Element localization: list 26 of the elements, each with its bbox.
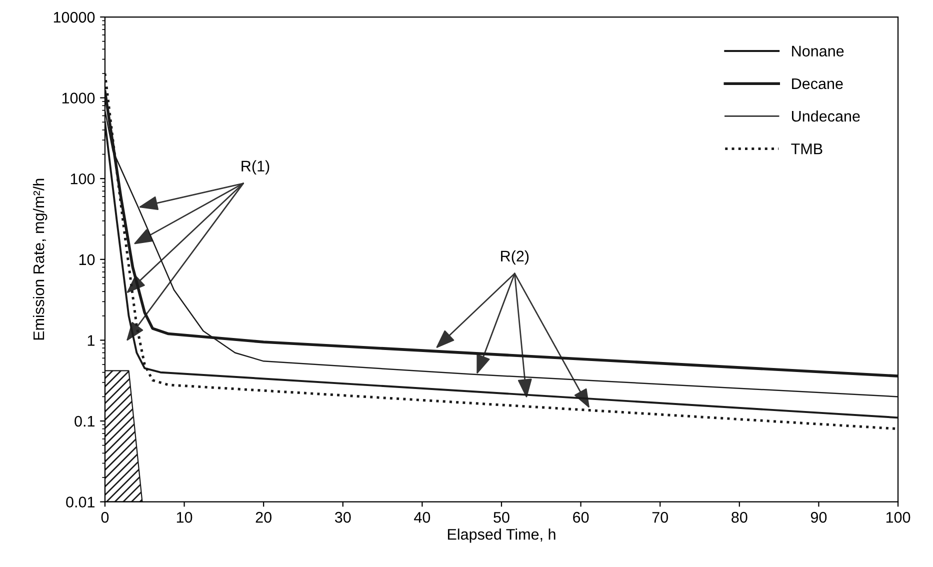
x-tick-label: 100 — [886, 512, 910, 523]
x-tick-label: 20 — [256, 512, 272, 523]
x-tick-label: 90 — [810, 512, 827, 523]
x-axis-title: Elapsed Time, h — [448, 528, 556, 543]
y-axis-title: Emission Rate, mg/m²/h — [32, 178, 48, 340]
x-tick-label: 30 — [334, 512, 351, 523]
y-tick-label: 10 — [79, 254, 95, 266]
y-tick-label: 1000 — [62, 92, 95, 104]
legend-label: Nonane — [792, 46, 844, 57]
legend-label: Undecane — [792, 110, 860, 122]
x-tick-label: 80 — [732, 512, 748, 523]
y-tick-label: 10000 — [54, 12, 95, 23]
y-tick-label: 100 — [70, 173, 95, 184]
x-tick-label: 60 — [573, 512, 589, 523]
x-tick-label: 10 — [176, 512, 192, 523]
x-tick-label: 50 — [494, 512, 510, 523]
legend-label: Decane — [792, 78, 843, 90]
legend-label: TMB — [791, 144, 822, 154]
annotation: R(1) — [242, 160, 270, 175]
y-tick-label: 0.1 — [74, 416, 94, 427]
x-tick-label: 0 — [101, 512, 109, 523]
y-tick-label: 1 — [88, 335, 94, 346]
y-tick-label: 0.01 — [66, 496, 94, 508]
x-tick-label: 40 — [414, 512, 430, 523]
annotation: R(2) — [501, 250, 529, 265]
x-tick-label: 70 — [652, 512, 668, 523]
